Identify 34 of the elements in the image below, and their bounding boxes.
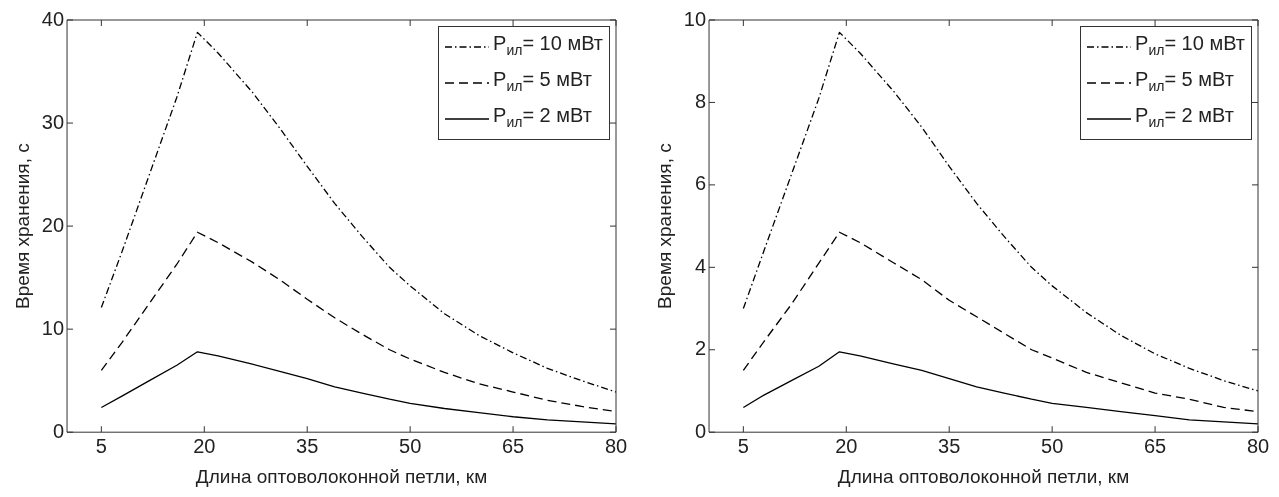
y-tick-label: 0 — [52, 419, 65, 442]
y-axis-title: Время хранения, с — [11, 143, 33, 309]
y-tick-label: 6 — [694, 172, 707, 195]
legend-label: P$_{ил}$= 10 мВт — [493, 31, 603, 60]
x-tick-label: 50 — [1041, 434, 1064, 457]
x-tick-label: 80 — [1246, 434, 1270, 457]
x-tick-label: 20 — [193, 434, 216, 457]
y-tick-label: 0 — [694, 419, 707, 442]
y-tick-label: 4 — [694, 254, 707, 277]
x-axis-title: Длина оптоволоконной петли, км — [837, 465, 1130, 487]
line-series — [742, 31, 1258, 392]
y-tick-label: 8 — [694, 89, 707, 112]
legend-label: P$_{ил}$= 5 мВт — [1135, 67, 1234, 96]
x-tick-label: 5 — [95, 434, 107, 457]
x-tick-label: 35 — [296, 434, 319, 457]
x-tick-label: 50 — [399, 434, 422, 457]
x-axis-title: Длина оптоволоконной петли, км — [195, 465, 488, 487]
legend-label: P$_{ил}$= 2 мВт — [1135, 103, 1234, 132]
y-tick-label: 10 — [683, 7, 707, 30]
legend-label: P$_{ил}$= 10 мВт — [1135, 31, 1245, 60]
x-tick-label: 35 — [938, 434, 961, 457]
y-tick-label: 30 — [41, 110, 65, 133]
legend-label: P$_{ил}$= 5 мВт — [493, 67, 592, 96]
y-tick-label: 2 — [694, 337, 707, 360]
y-tick-label: 10 — [41, 316, 65, 339]
x-tick-label: 20 — [835, 434, 858, 457]
y-axis-title: Время хранения, с — [653, 143, 675, 309]
y-tick-label: 20 — [41, 213, 65, 236]
x-tick-label: 65 — [1143, 434, 1167, 457]
x-tick-label: 5 — [737, 434, 749, 457]
x-tick-label: 80 — [604, 434, 628, 457]
legend-label: P$_{ил}$= 2 мВт — [493, 103, 592, 132]
x-tick-label: 65 — [501, 434, 525, 457]
y-tick-label: 40 — [41, 7, 65, 30]
